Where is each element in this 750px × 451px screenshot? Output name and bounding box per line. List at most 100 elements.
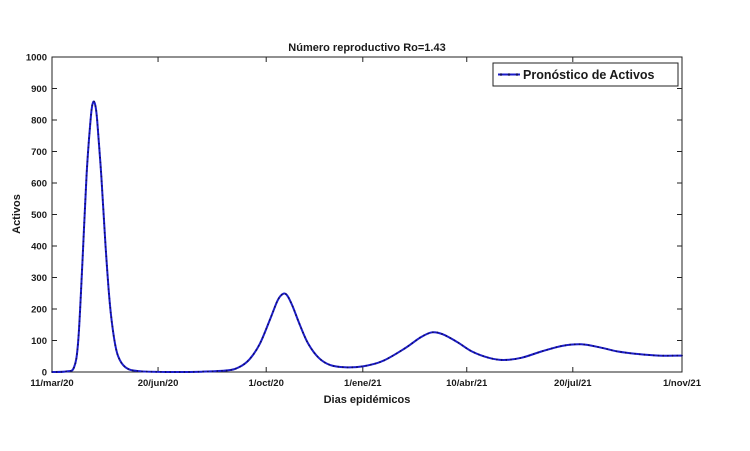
data-point-marker	[82, 231, 85, 233]
data-point-marker	[99, 156, 101, 159]
data-point-marker	[110, 316, 113, 319]
data-point-marker	[79, 306, 82, 309]
data-point-marker	[84, 198, 87, 201]
data-point-marker	[79, 296, 82, 299]
data-point-marker	[289, 301, 292, 303]
data-point-marker	[597, 346, 599, 348]
data-point-marker	[131, 369, 134, 372]
data-point-marker	[261, 336, 264, 339]
data-point-marker	[103, 222, 106, 225]
data-point-marker	[523, 356, 526, 358]
chart-title: Número reproductivo Ro=1.43	[288, 42, 445, 54]
data-point-marker	[383, 359, 386, 362]
series-layer	[51, 100, 683, 374]
legend-box	[492, 62, 679, 87]
data-point-marker	[559, 345, 562, 348]
data-point-marker	[85, 184, 87, 186]
data-point-marker	[578, 343, 581, 346]
data-point-marker	[87, 151, 89, 154]
data-point-marker	[102, 208, 105, 211]
data-point-marker	[97, 138, 100, 140]
data-point-marker	[91, 104, 94, 107]
data-point-marker	[78, 325, 81, 327]
data-point-marker	[648, 354, 650, 356]
data-point-marker	[295, 314, 297, 317]
data-point-marker	[100, 170, 102, 173]
x-tick-label: 1/ene/21	[344, 378, 382, 389]
data-point-marker	[98, 142, 100, 145]
data-point-marker	[491, 357, 494, 360]
data-point-marker	[100, 180, 103, 183]
data-point-marker	[95, 109, 98, 112]
plot-area	[51, 56, 683, 373]
data-point-marker	[88, 137, 90, 140]
data-point-marker	[183, 371, 186, 373]
data-point-marker	[99, 161, 102, 164]
data-point-marker	[101, 194, 104, 197]
data-point-marker	[75, 357, 78, 360]
x-tick-label: 20/jun/20	[138, 378, 179, 389]
data-point-marker	[106, 274, 109, 276]
data-point-marker	[82, 235, 85, 238]
data-point-marker	[369, 363, 372, 366]
data-point-marker	[81, 263, 84, 266]
data-point-marker	[84, 188, 87, 191]
data-point-marker	[652, 354, 655, 357]
data-point-marker	[79, 301, 82, 304]
data-point-marker	[477, 353, 480, 356]
data-point-marker	[89, 118, 92, 121]
data-point-marker	[293, 309, 296, 312]
data-point-marker	[115, 348, 118, 351]
data-point-marker	[337, 365, 340, 368]
data-point-marker	[620, 351, 622, 353]
data-point-marker	[101, 189, 104, 192]
data-point-marker	[94, 105, 97, 108]
data-point-marker	[97, 133, 100, 136]
x-axis-ticks: 11/mar/20 20/jun/20 1/oct/20 1/ene/21 10/abr…	[30, 57, 702, 389]
data-point-marker	[436, 331, 439, 334]
data-point-marker	[403, 347, 406, 350]
data-point-marker	[275, 301, 278, 304]
data-point-marker	[537, 351, 540, 354]
data-point-marker	[211, 370, 214, 373]
data-point-marker	[243, 363, 246, 366]
x-tick-label: 20/jul/21	[554, 378, 592, 389]
data-point-marker	[85, 179, 88, 182]
data-point-marker	[84, 193, 87, 196]
data-point-marker	[95, 114, 98, 117]
data-point-marker	[206, 370, 209, 373]
data-point-marker	[90, 113, 92, 116]
data-point-marker	[378, 361, 381, 364]
data-point-marker	[81, 268, 83, 271]
data-point-marker	[169, 371, 172, 373]
data-point-marker	[387, 357, 390, 360]
data-point-marker	[99, 166, 102, 168]
data-point-marker	[77, 343, 79, 346]
data-point-marker	[505, 359, 508, 361]
data-point-marker	[104, 241, 107, 244]
data-point-marker	[300, 327, 303, 330]
data-point-marker	[528, 354, 531, 357]
data-point-marker	[449, 337, 452, 339]
data-point-marker	[313, 352, 316, 354]
y-axis-label: Activos	[11, 194, 23, 234]
data-point-marker	[55, 371, 58, 373]
data-point-marker	[85, 170, 88, 172]
data-point-marker	[555, 346, 558, 349]
data-point-marker	[461, 344, 464, 347]
data-point-marker	[657, 354, 660, 357]
data-point-marker	[82, 240, 85, 243]
data-point-marker	[365, 364, 368, 367]
data-point-marker	[662, 354, 665, 357]
data-point-marker	[287, 296, 290, 299]
data-point-marker	[188, 371, 190, 373]
data-point-marker	[263, 332, 266, 335]
data-point-marker	[65, 370, 67, 373]
y-tick-label: 200	[31, 305, 47, 316]
x-tick-label: 1/oct/20	[249, 378, 284, 389]
legend-marker	[507, 73, 511, 76]
data-point-marker	[105, 255, 108, 258]
data-point-marker	[221, 370, 223, 372]
data-point-marker	[277, 297, 280, 300]
